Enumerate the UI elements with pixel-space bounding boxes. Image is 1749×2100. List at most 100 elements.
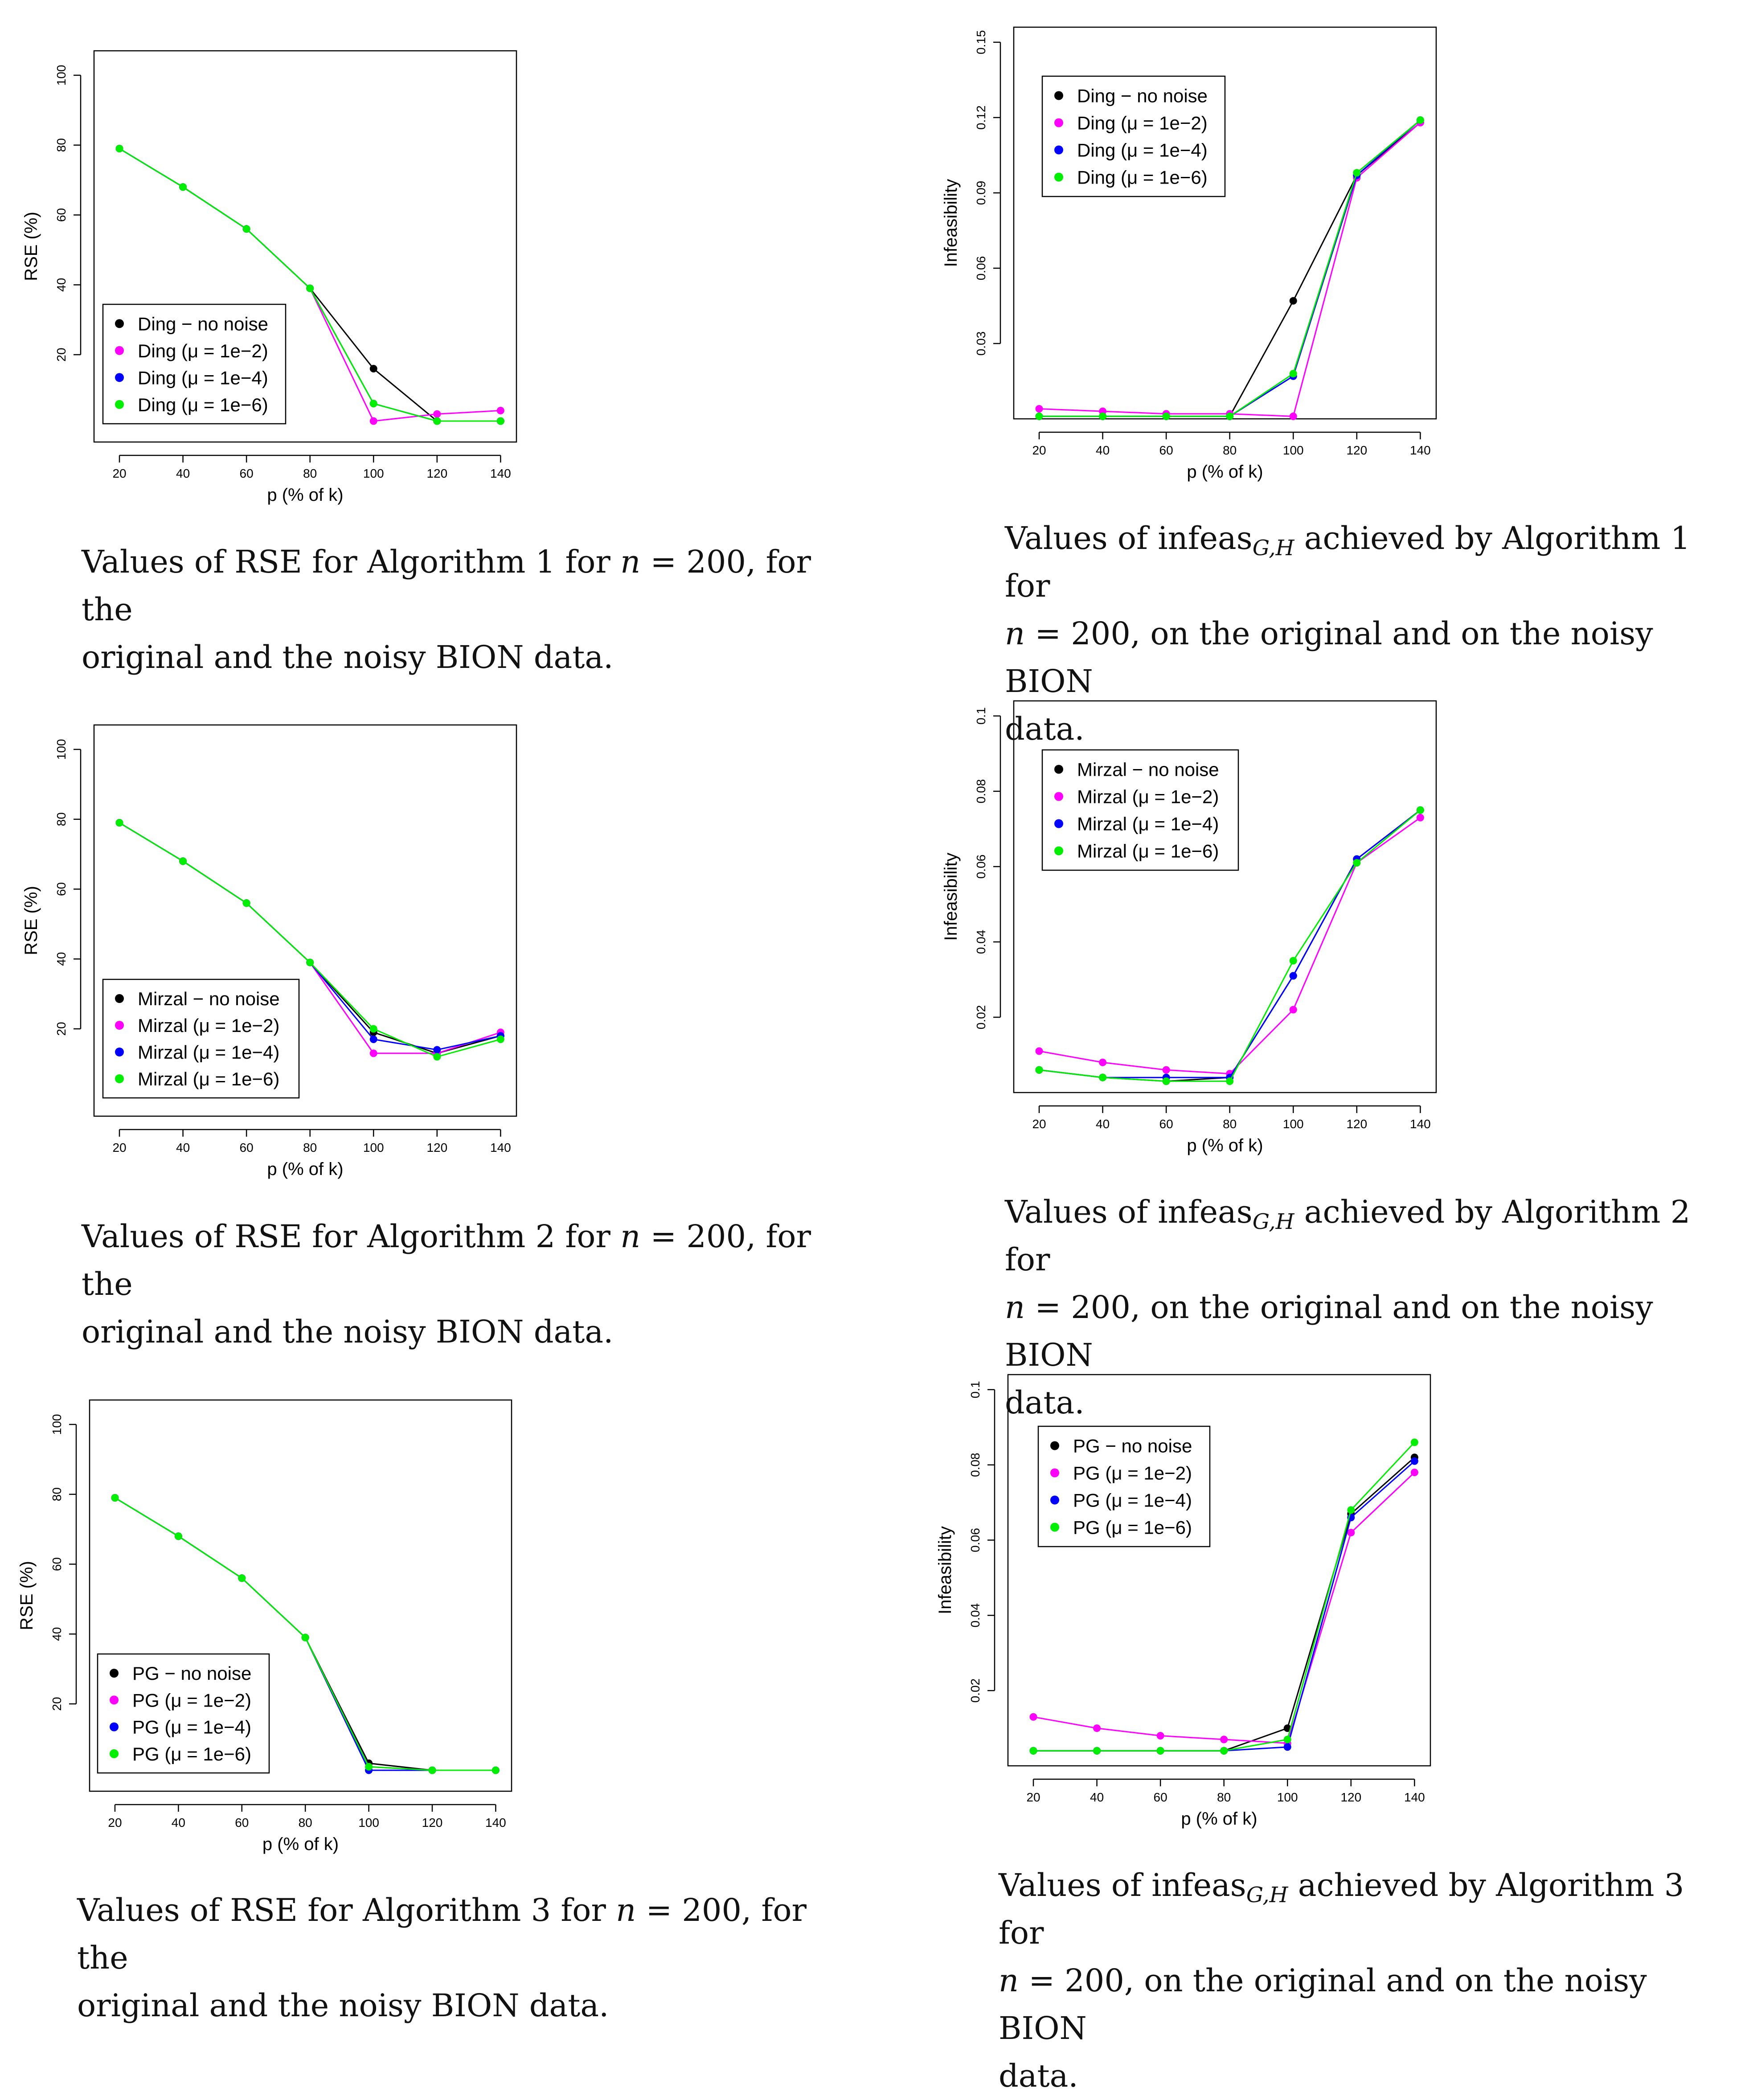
x-tick-label: 40 bbox=[1096, 1117, 1110, 1131]
series-4-point bbox=[1029, 1747, 1037, 1755]
chart-4: 20 40 60 80 100 120 140 p (% of k) 0.02 0.04 0.06 0… bbox=[941, 700, 1437, 1155]
series-3-point bbox=[369, 1036, 377, 1044]
x-tick-label: 40 bbox=[172, 1816, 185, 1830]
y-tick-label: 80 bbox=[50, 1487, 64, 1501]
caption-rse-algorithm-2: Values of RSE for Algorithm 2 for n = 20… bbox=[82, 1218, 811, 1350]
chart-6: 20 40 60 80 100 120 140 p (% of k) 0.02 0.04 0.06 0… bbox=[935, 1374, 1431, 1829]
legend-marker bbox=[115, 994, 124, 1003]
x-tick-label: 20 bbox=[108, 1816, 122, 1830]
legend-box bbox=[102, 303, 287, 425]
series-4-point bbox=[428, 1766, 436, 1774]
x-axis-label: p (% of k) bbox=[267, 1159, 343, 1179]
x-tick-label: 120 bbox=[1346, 443, 1367, 457]
x-tick-label: 100 bbox=[363, 467, 384, 480]
series-2-point bbox=[1093, 1724, 1101, 1732]
legend-entry: Ding (μ = 1e−4) bbox=[138, 367, 268, 388]
series-4-point bbox=[365, 1763, 373, 1771]
series-4-point bbox=[179, 857, 187, 865]
y-axis-label: Infeasibility bbox=[941, 853, 961, 941]
x-tick-label: 140 bbox=[490, 1141, 511, 1154]
legend-marker bbox=[110, 1749, 119, 1758]
y-tick-label: 20 bbox=[54, 1022, 68, 1036]
legend-marker bbox=[115, 346, 124, 355]
series-4-point bbox=[369, 1025, 377, 1033]
legend-marker bbox=[110, 1669, 119, 1678]
legend-marker bbox=[1054, 91, 1063, 100]
legend-entry: Ding (μ = 1e−4) bbox=[1077, 140, 1208, 161]
legend-box bbox=[1041, 749, 1239, 871]
legend: Mirzal − no noise Mirzal (μ = 1e−2) Mirzal… bbox=[1041, 749, 1239, 871]
y-tick-label: 0.04 bbox=[974, 930, 988, 954]
y-tick-label: 100 bbox=[54, 65, 68, 86]
y-tick-label: 0.15 bbox=[974, 30, 988, 55]
series-4-point bbox=[1289, 957, 1297, 965]
y-tick-label: 0.04 bbox=[968, 1603, 982, 1628]
chart-3: 20 40 60 80 100 120 140 p (% of k) 20 40 60 80 100 RS… bbox=[21, 724, 517, 1179]
legend-entry: Mirzal (μ = 1e−6) bbox=[1077, 841, 1219, 862]
legend-marker bbox=[1050, 1495, 1059, 1505]
plot-frame bbox=[93, 50, 517, 443]
series-4-point bbox=[242, 899, 250, 907]
y-tick-label: 20 bbox=[50, 1697, 64, 1711]
series-4-point bbox=[238, 1574, 246, 1582]
legend-marker bbox=[1050, 1441, 1059, 1450]
series-2-point bbox=[1035, 1047, 1043, 1055]
y-tick-label: 0.08 bbox=[974, 779, 988, 804]
y-axis-label: Infeasibility bbox=[941, 179, 961, 267]
legend-box bbox=[1037, 1425, 1211, 1547]
series-4-point bbox=[1099, 1073, 1107, 1081]
legend-entry: Ding (μ = 1e−2) bbox=[138, 340, 268, 361]
legend-entry: PG (μ = 1e−6) bbox=[1073, 1517, 1192, 1538]
x-tick-label: 20 bbox=[112, 1141, 126, 1154]
legend-marker bbox=[1050, 1523, 1059, 1532]
chart-5: 20 40 60 80 100 120 140 p (% of k) 20 40 60 80 100 RS… bbox=[17, 1399, 512, 1854]
caption-rse-algorithm-1: Values of RSE for Algorithm 1 for n = 20… bbox=[82, 544, 811, 675]
series-1-point bbox=[369, 364, 377, 373]
legend-entry: Mirzal (μ = 1e−2) bbox=[138, 1015, 279, 1036]
series-4-point bbox=[115, 819, 123, 827]
x-axis-label: p (% of k) bbox=[1181, 1809, 1257, 1829]
series-4-point bbox=[433, 1053, 441, 1061]
series-2-point bbox=[1035, 405, 1043, 413]
plot-frame bbox=[1013, 26, 1437, 420]
legend-entry: PG (μ = 1e−2) bbox=[1073, 1463, 1192, 1484]
x-tick-label: 80 bbox=[299, 1816, 312, 1830]
figure-canvas: 20 40 60 80 100 120 140 p (% of k) 20 40 60 80 100 RS… bbox=[17, 26, 1437, 1854]
legend-entry: Ding − no noise bbox=[138, 313, 268, 334]
series-4-point bbox=[111, 1494, 119, 1502]
x-tick-label: 20 bbox=[1032, 443, 1046, 457]
legend-entry: PG − no noise bbox=[132, 1663, 251, 1684]
series-4-point bbox=[242, 225, 250, 233]
x-tick-label: 60 bbox=[1159, 443, 1173, 457]
series-4-point bbox=[301, 1633, 309, 1642]
plot-frame bbox=[1007, 1374, 1431, 1767]
series-4-point bbox=[1156, 1747, 1164, 1755]
x-tick-label: 80 bbox=[303, 467, 317, 480]
x-tick-label: 40 bbox=[1096, 443, 1110, 457]
x-tick-label: 40 bbox=[176, 1141, 190, 1154]
series-2-point bbox=[1099, 1058, 1107, 1066]
series-4-point bbox=[1099, 412, 1107, 420]
y-tick-label: 60 bbox=[54, 882, 68, 896]
x-tick-label: 20 bbox=[1032, 1117, 1046, 1131]
series-4-point bbox=[1347, 1506, 1355, 1514]
y-tick-label: 80 bbox=[54, 138, 68, 152]
y-tick-label: 0.06 bbox=[974, 855, 988, 879]
y-axis-label: RSE (%) bbox=[21, 886, 41, 955]
series-4-point bbox=[179, 183, 187, 191]
legend-entry: PG (μ = 1e−6) bbox=[132, 1744, 251, 1764]
x-tick-label: 80 bbox=[1223, 1117, 1237, 1131]
y-tick-label: 20 bbox=[54, 348, 68, 361]
x-tick-label: 20 bbox=[1026, 1790, 1040, 1804]
y-tick-label: 0.06 bbox=[974, 256, 988, 281]
legend-marker bbox=[115, 373, 124, 382]
series-2-point bbox=[1416, 814, 1424, 822]
x-tick-label: 140 bbox=[1410, 1117, 1431, 1131]
legend-marker bbox=[1054, 172, 1063, 182]
legend-entry: Ding (μ = 1e−6) bbox=[138, 394, 268, 415]
legend-entry: Mirzal (μ = 1e−4) bbox=[1077, 814, 1219, 835]
series-3-point bbox=[1289, 972, 1297, 980]
legend-marker bbox=[110, 1695, 119, 1705]
legend-marker bbox=[115, 400, 124, 409]
series-4-point bbox=[1416, 806, 1424, 814]
